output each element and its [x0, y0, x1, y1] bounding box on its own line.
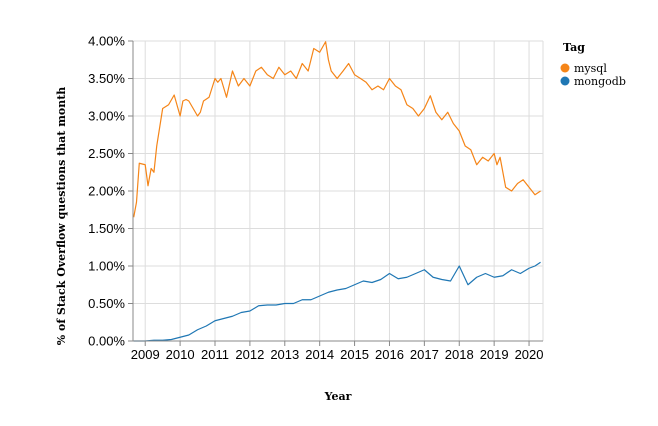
y-tick-label: 4.00% [88, 34, 125, 49]
x-tick-label: 2017 [410, 347, 439, 362]
x-tick-labels: 2009 2010 2011 2012 2013 2014 2015 2016 2017 2018… [131, 347, 544, 362]
x-tick-label: 2019 [480, 347, 509, 362]
legend-title: Tag [563, 41, 585, 54]
y-tick-label: 3.00% [88, 109, 125, 124]
x-tick-label: 2011 [201, 347, 229, 362]
legend-swatch-mongodb [560, 76, 570, 86]
y-axis-title: % of Stack Overflow questions that month [55, 87, 68, 346]
legend-label-mysql: mysql [574, 62, 607, 75]
series-layer [133, 41, 541, 342]
legend-swatch-mysql [560, 63, 570, 73]
y-tick-label: 3.50% [88, 71, 125, 86]
axes [128, 40, 543, 346]
x-tick-label: 2020 [515, 347, 544, 362]
x-tick-label: 2015 [340, 347, 369, 362]
x-tick-label: 2014 [305, 347, 334, 362]
x-tick-label: 2012 [235, 347, 264, 362]
series-line-mysql [133, 41, 541, 218]
grid [133, 40, 544, 342]
x-tick-label: 2010 [166, 347, 195, 362]
y-tick-label: 2.50% [88, 146, 125, 161]
y-tick-labels: 0.00% 0.50% 1.00% 1.50% 2.00% 2.50% 3.00% 3.50%… [88, 34, 125, 349]
x-axis-title: Year [324, 390, 352, 403]
legend-label-mongodb: mongodb [574, 75, 626, 88]
x-tick-label: 2013 [270, 347, 299, 362]
x-tick-label: 2018 [445, 347, 474, 362]
y-tick-label: 2.00% [88, 184, 125, 199]
x-tick-label: 2009 [131, 347, 160, 362]
y-tick-label: 0.00% [88, 334, 125, 349]
y-tick-label: 0.50% [88, 296, 125, 311]
y-tick-label: 1.00% [88, 259, 125, 274]
series-line-mongodb [133, 261, 541, 342]
y-tick-label: 1.50% [88, 221, 125, 236]
x-tick-label: 2016 [375, 347, 404, 362]
